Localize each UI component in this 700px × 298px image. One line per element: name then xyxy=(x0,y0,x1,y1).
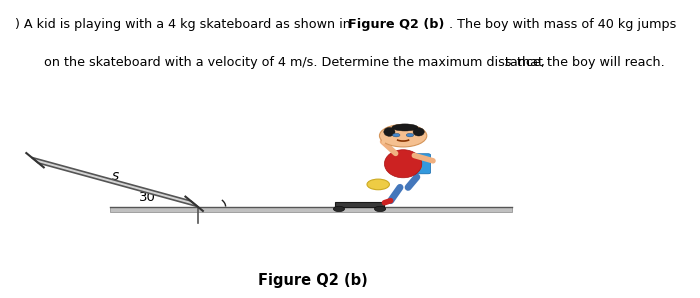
Text: Figure Q2 (b): Figure Q2 (b) xyxy=(349,18,444,31)
Circle shape xyxy=(374,206,386,212)
Ellipse shape xyxy=(392,124,418,131)
Ellipse shape xyxy=(413,128,424,136)
FancyBboxPatch shape xyxy=(412,159,421,169)
Circle shape xyxy=(393,133,400,137)
Ellipse shape xyxy=(384,150,422,178)
Text: 30°: 30° xyxy=(139,191,162,204)
FancyBboxPatch shape xyxy=(335,202,384,207)
Circle shape xyxy=(333,206,344,212)
Circle shape xyxy=(379,125,427,147)
FancyBboxPatch shape xyxy=(111,207,512,212)
Text: ) A kid is playing with a 4 kg skateboard as shown in: ) A kid is playing with a 4 kg skateboar… xyxy=(15,18,355,31)
Text: . The boy with mass of 40 kg jumps: . The boy with mass of 40 kg jumps xyxy=(449,18,676,31)
FancyBboxPatch shape xyxy=(410,154,430,174)
Text: on the skateboard with a velocity of 4 m/s. Determine the maximum distance,: on the skateboard with a velocity of 4 m… xyxy=(43,56,549,69)
Bar xyxy=(337,206,341,209)
Text: s: s xyxy=(111,169,119,183)
Text: s: s xyxy=(505,56,511,69)
Ellipse shape xyxy=(384,128,395,136)
Polygon shape xyxy=(32,157,197,207)
Circle shape xyxy=(367,179,389,190)
Circle shape xyxy=(406,133,414,137)
Bar xyxy=(378,206,382,209)
Text: Figure Q2 (b): Figure Q2 (b) xyxy=(258,273,368,288)
Text: that the boy will reach.: that the boy will reach. xyxy=(513,56,665,69)
